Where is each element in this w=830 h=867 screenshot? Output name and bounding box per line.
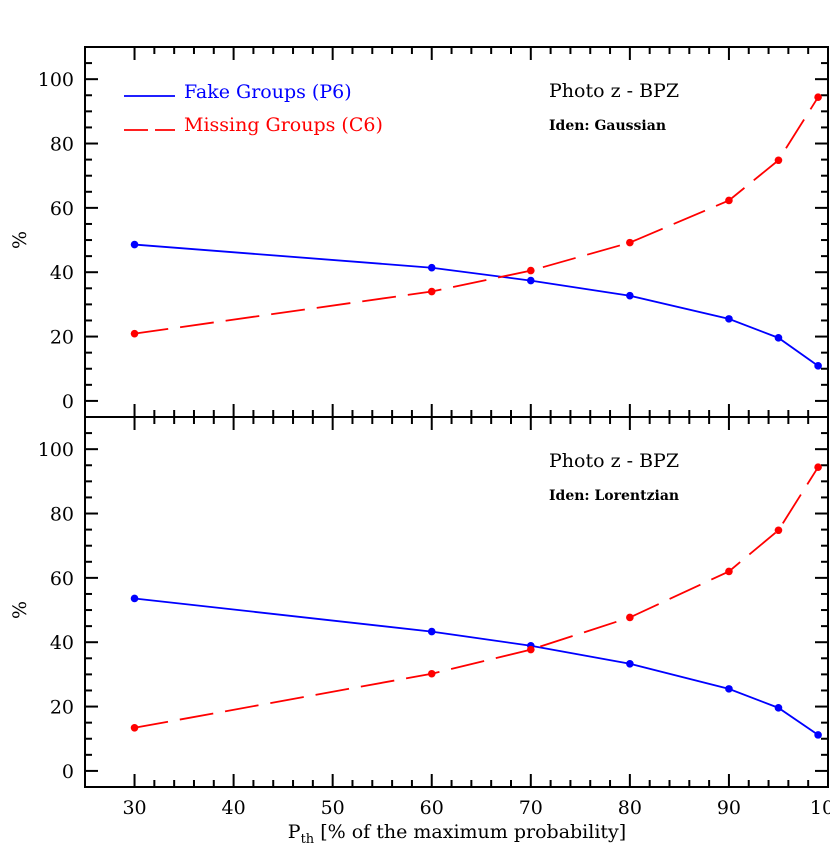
annotation-method: Photo z - BPZ (549, 80, 679, 102)
series-line-missing-groups (134, 466, 819, 729)
data-point (774, 704, 783, 712)
y-tick-label: 100 (38, 69, 74, 91)
data-point (527, 276, 535, 285)
x-tick-label: 90 (717, 797, 741, 819)
data-point (427, 669, 436, 678)
data-point (814, 731, 822, 739)
y-tick-label: 0 (62, 391, 74, 413)
data-point (626, 613, 634, 622)
data-point (130, 329, 139, 338)
data-point (130, 724, 139, 732)
data-point (527, 645, 535, 654)
y-tick-label: 80 (50, 504, 74, 526)
data-point (814, 362, 822, 370)
annotation-iden: Iden: Gaussian (549, 118, 666, 134)
x-tick-label: 60 (420, 797, 444, 819)
x-tick-label: 80 (618, 797, 642, 819)
plot-frame (84, 416, 829, 788)
data-point (774, 526, 783, 535)
data-point (527, 266, 535, 275)
y-tick-label: 60 (50, 198, 74, 220)
data-point (814, 93, 822, 101)
annotation-method: Photo z - BPZ (549, 450, 679, 472)
y-tick-label: 40 (50, 632, 74, 654)
data-point (427, 287, 436, 296)
data-point (725, 196, 733, 205)
data-point (130, 594, 139, 603)
panel-top: 0 20 40 60 80 100% Photo z - BPZ Iden: Gaussian… (9, 46, 829, 418)
y-tick-label: 20 (50, 697, 74, 719)
data-point (626, 659, 634, 668)
x-axis-label: Pth [% of the maximum probability] (288, 821, 626, 847)
data-point (130, 240, 139, 249)
y-axis-label: % (9, 231, 31, 249)
legend-label-missing: Missing Groups (C6) (184, 114, 383, 136)
y-tick-label: 80 (50, 134, 74, 156)
x-tick-label: 40 (222, 797, 246, 819)
data-point (427, 263, 436, 272)
y-axis-label: % (9, 601, 31, 619)
x-tick-label: 50 (321, 797, 345, 819)
annotation-iden: Iden: Lorentzian (549, 488, 679, 504)
legend: Fake Groups (P6) Missing Groups (C6) (124, 81, 383, 136)
y-tick-label: 60 (50, 568, 74, 590)
series-line-fake-groups (134, 597, 819, 736)
data-point (626, 291, 634, 300)
x-tick-label: 30 (122, 797, 146, 819)
panel-bottom: 0 20 40 60 80 100 30 40 50 60 70 80 90 100% Photo z - … (9, 416, 830, 819)
data-point (427, 627, 436, 636)
x-tick-label: 70 (519, 797, 543, 819)
data-point (814, 463, 822, 471)
x-tick-label: 100 (810, 797, 830, 819)
y-tick-label: 0 (62, 761, 74, 783)
y-tick-label: 40 (50, 262, 74, 284)
data-point (725, 567, 733, 576)
data-point (774, 156, 783, 165)
series-line-fake-groups (134, 243, 819, 367)
legend-label-fake: Fake Groups (P6) (184, 81, 352, 103)
data-point (725, 685, 733, 693)
data-point (774, 334, 783, 342)
y-tick-label: 100 (38, 439, 74, 461)
y-tick-label: 20 (50, 327, 74, 349)
data-point (626, 238, 634, 247)
data-point (725, 315, 733, 323)
